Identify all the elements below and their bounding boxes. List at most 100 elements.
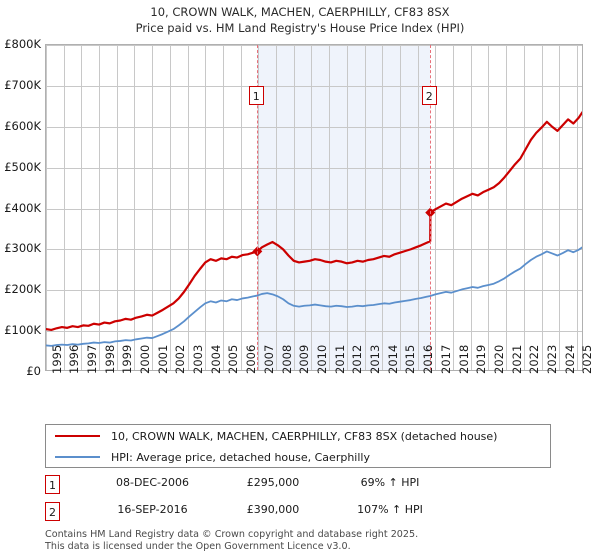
gridline-vertical (311, 45, 313, 370)
gridline-vertical (488, 45, 490, 370)
gridline-vertical (116, 45, 118, 370)
title-line-1: 10, CROWN WALK, MACHEN, CAERPHILLY, CF83… (150, 5, 450, 19)
x-axis-tick-label: 1998 (102, 344, 117, 374)
chart-legend: 10, CROWN WALK, MACHEN, CAERPHILLY, CF83… (45, 424, 551, 468)
gridline-vertical (293, 45, 295, 370)
gridline-vertical (46, 45, 47, 370)
gridline-vertical (240, 45, 242, 370)
gridline-vertical (382, 45, 384, 370)
txn-price-1: £295,000 (246, 476, 300, 489)
x-axis-tick-label: 2010 (314, 344, 329, 374)
x-axis-tick-label: 2012 (350, 344, 365, 374)
x-axis-tick-label: 2023 (545, 344, 560, 374)
x-axis-tick-label: 2008 (279, 344, 294, 374)
table-row: 2 16-SEP-2016 £390,000 107% ↑ HPI (45, 500, 565, 527)
y-axis-tick-label: £400K (4, 200, 41, 215)
txn-price-2: £390,000 (246, 503, 300, 516)
y-axis-tick-label: £600K (4, 118, 41, 133)
gridline-vertical (435, 45, 437, 370)
gridline-vertical (417, 45, 419, 370)
gridline-horizontal (46, 126, 582, 128)
series-price-paid (46, 111, 582, 331)
ownership-period-band (257, 45, 431, 370)
gridline-horizontal (46, 249, 582, 251)
txn-date-2: 16-SEP-2016 (117, 503, 188, 516)
txn-hpi-2: 107% ↑ HPI (357, 503, 423, 516)
x-axis-tick-label: 2017 (438, 344, 453, 374)
gridline-vertical (506, 45, 508, 370)
gridline-vertical (99, 45, 101, 370)
y-axis-tick-label: £100K (4, 323, 41, 338)
gridline-vertical (152, 45, 154, 370)
event-line-2 (430, 45, 432, 370)
legend-swatch-hpi (55, 456, 100, 458)
x-axis-tick-label: 2014 (385, 344, 400, 374)
y-axis-tick-label: £700K (4, 77, 41, 92)
legend-label-hpi: HPI: Average price, detached house, Caer… (111, 450, 370, 464)
footer-line-2: This data is licensed under the Open Gov… (45, 540, 351, 552)
x-axis-tick-label: 2016 (421, 344, 436, 374)
x-axis-tick-label: 2011 (332, 344, 347, 374)
txn-date-1: 08-DEC-2006 (115, 476, 190, 489)
gridline-vertical (258, 45, 260, 370)
gridline-vertical (276, 45, 278, 370)
series-hpi (46, 246, 582, 347)
gridline-vertical (453, 45, 455, 370)
txn-badge-1: 1 (45, 475, 60, 494)
x-axis-tick-label: 2005 (226, 344, 241, 374)
x-axis-tick-label: 2013 (368, 344, 383, 374)
x-axis-tick-label: 2006 (244, 344, 259, 374)
x-axis-tick-label: 1996 (67, 344, 82, 374)
legend-label-price-paid: 10, CROWN WALK, MACHEN, CAERPHILLY, CF83… (111, 429, 498, 443)
gridline-vertical (187, 45, 189, 370)
y-axis-tick-label: £200K (4, 282, 41, 297)
x-axis-tick-label: 2019 (474, 344, 489, 374)
y-axis-tick-label: £300K (4, 241, 41, 256)
x-axis-tick-label: 2000 (137, 344, 152, 374)
y-axis-tick-label: £800K (4, 37, 41, 51)
gridline-vertical (399, 45, 401, 370)
gridline-vertical (523, 45, 525, 370)
gridline-vertical (134, 45, 136, 370)
gridline-vertical (541, 45, 543, 370)
title-line-2: Price paid vs. HM Land Registry's House … (135, 21, 465, 35)
x-axis-tick-label: 2007 (261, 344, 276, 374)
x-axis-tick-label: 2025 (580, 344, 595, 374)
gridline-vertical (576, 45, 578, 370)
x-axis-tick-label: 2018 (456, 344, 471, 374)
x-axis-tick-label: 2022 (527, 344, 542, 374)
gridline-horizontal (46, 331, 582, 333)
x-axis-tick-label: 2009 (297, 344, 312, 374)
y-axis-tick-label: £0 (26, 364, 41, 378)
gridline-horizontal (46, 290, 582, 292)
footer-line-1: Contains HM Land Registry data © Crown c… (45, 529, 419, 540)
x-axis-tick-label: 2024 (562, 344, 577, 374)
gridline-horizontal (46, 85, 582, 87)
legend-swatch-price-paid (55, 435, 100, 437)
table-row: 1 08-DEC-2006 £295,000 69% ↑ HPI (45, 473, 565, 500)
gridline-vertical (559, 45, 561, 370)
x-axis-tick-label: 1997 (84, 344, 99, 374)
x-axis-tick-label: 1995 (49, 344, 64, 374)
x-axis-tick-label: 2003 (191, 344, 206, 374)
x-axis-tick-label: 2001 (155, 344, 170, 374)
gridline-horizontal (46, 45, 582, 46)
event-line-1 (257, 45, 259, 370)
x-axis-tick-label: 2015 (403, 344, 418, 374)
page-title: 10, CROWN WALK, MACHEN, CAERPHILLY, CF83… (0, 4, 600, 36)
event-number-box-1[interactable]: 1 (248, 86, 264, 105)
series-layer (46, 111, 582, 347)
x-axis-tick-label: 2004 (208, 344, 223, 374)
gridline-vertical (470, 45, 472, 370)
footer-attribution: Contains HM Land Registry data © Crown c… (45, 529, 585, 552)
event-number-box-2[interactable]: 2 (421, 86, 437, 105)
x-axis-tick-label: 2002 (173, 344, 188, 374)
gridline-vertical (169, 45, 171, 370)
chart-plot-area (45, 44, 583, 371)
legend-item-price-paid: 10, CROWN WALK, MACHEN, CAERPHILLY, CF83… (46, 426, 550, 446)
txn-badge-2: 2 (45, 502, 60, 521)
gridline-vertical (364, 45, 366, 370)
txn-hpi-1: 69% ↑ HPI (360, 476, 420, 489)
x-axis-tick-label: 1999 (120, 344, 135, 374)
